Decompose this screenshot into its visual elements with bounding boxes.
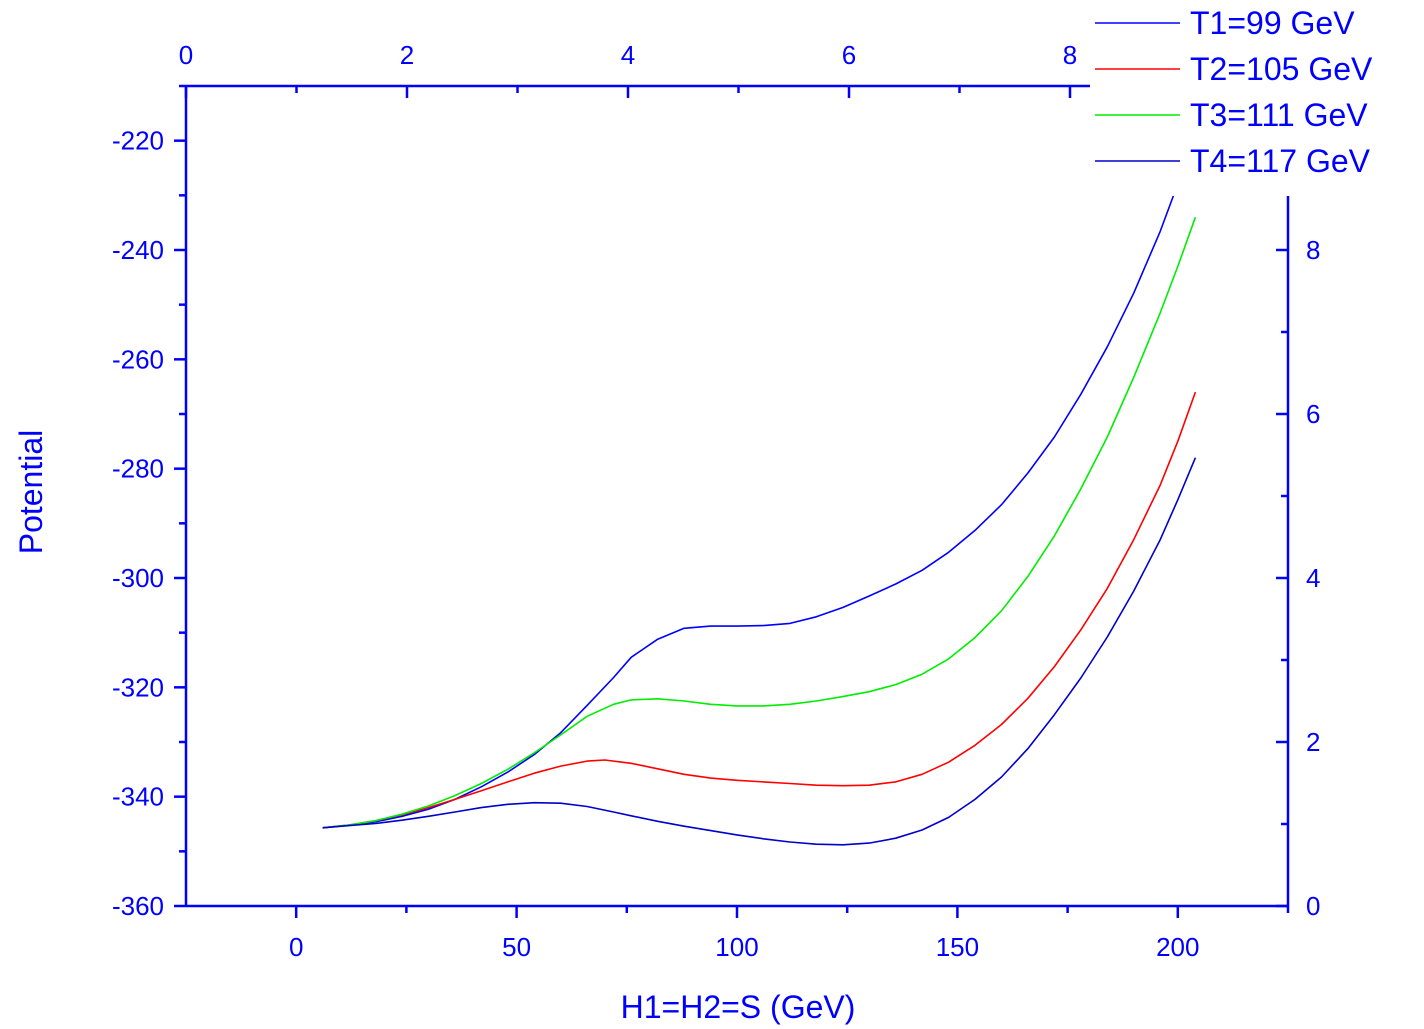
series-line-t3	[322, 216, 1197, 829]
y-tick-label: -320	[112, 672, 164, 702]
x-tick-label: 100	[715, 932, 758, 962]
right-tick-label: 2	[1306, 727, 1320, 757]
axes-group: 0 50 100 150 200-360-340-320-300-280-260-240…	[112, 40, 1321, 962]
y-tick-label: -280	[112, 454, 164, 484]
right-tick-label: 6	[1306, 399, 1320, 429]
series-group	[322, 189, 1197, 846]
y-axis-title: Potential	[13, 430, 49, 555]
legend-label-t4: T4=117 GeV	[1190, 143, 1371, 179]
series-line-t2	[322, 391, 1197, 829]
top-tick-label: 4	[621, 40, 635, 70]
x-tick-label: 0	[289, 932, 303, 962]
x-tick-label: 50	[502, 932, 531, 962]
legend-label-t2: T2=105 GeV	[1190, 51, 1373, 87]
y-tick-label: -360	[112, 891, 164, 921]
x-axis-title: H1=H2=S (GeV)	[621, 989, 856, 1025]
y-tick-label: -300	[112, 563, 164, 593]
y-tick-label: -260	[112, 344, 164, 374]
legend: T1=99 GeV T2=105 GeV T3=111 GeV T4=117 GeV	[1090, 0, 1424, 196]
series-line-t4	[322, 457, 1197, 846]
y-tick-label: -240	[112, 235, 164, 265]
right-tick-label: 8	[1306, 235, 1320, 265]
series-line-t1	[322, 189, 1177, 829]
y-tick-label: -340	[112, 782, 164, 812]
legend-label-t3: T3=111 GeV	[1190, 97, 1368, 133]
x-tick-label: 150	[936, 932, 979, 962]
right-tick-label: 4	[1306, 563, 1320, 593]
right-tick-label: 0	[1306, 891, 1320, 921]
top-tick-label: 2	[400, 40, 414, 70]
top-tick-label: 6	[842, 40, 856, 70]
x-tick-label: 200	[1156, 932, 1199, 962]
legend-background	[1090, 0, 1424, 196]
legend-label-t1: T1=99 GeV	[1190, 5, 1355, 41]
top-tick-label: 8	[1063, 40, 1077, 70]
y-tick-label: -220	[112, 126, 164, 156]
top-tick-label: 0	[179, 40, 193, 70]
